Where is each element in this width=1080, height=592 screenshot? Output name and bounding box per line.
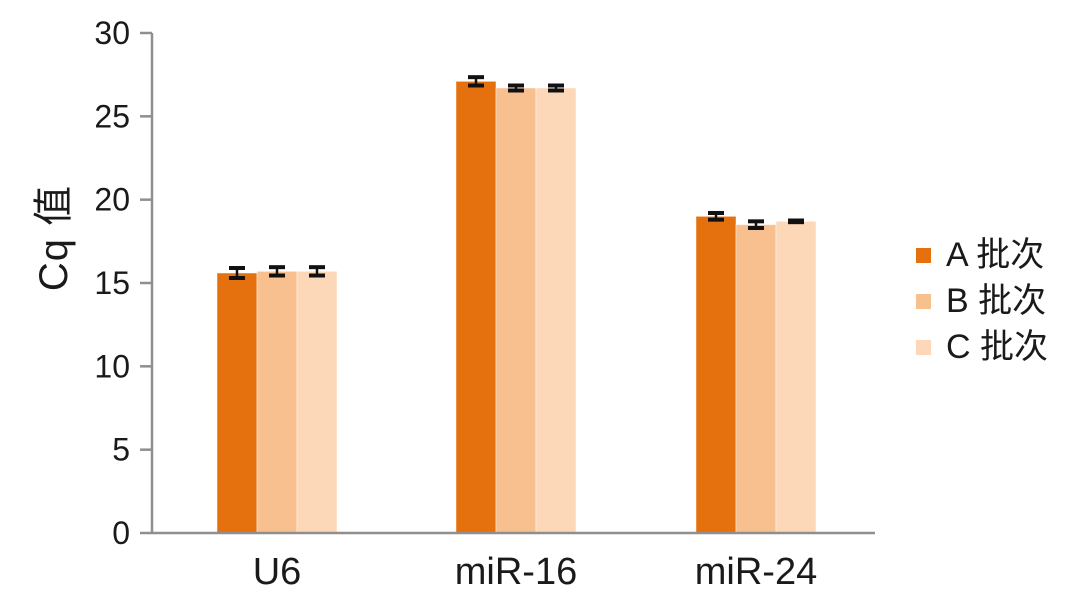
legend-swatch-b-icon [916, 293, 931, 309]
y-tick-label-5: 5 [112, 432, 130, 468]
bar-miR-24-C 批次 [775, 220, 817, 534]
bar-miR-24-B 批次 [735, 224, 777, 534]
legend-swatch-a-icon [916, 247, 931, 263]
bar-U6-A 批次 [216, 272, 258, 534]
legend-label-a: A 批次 [946, 236, 1045, 274]
legend-label-b: B 批次 [946, 282, 1047, 320]
legend-item-b: B 批次 [916, 284, 1048, 318]
bar-miR-16-A 批次 [455, 80, 497, 534]
bar-miR-16-C 批次 [535, 87, 577, 534]
bar-miR-24-A 批次 [695, 215, 737, 534]
legend-item-c: C 批次 [916, 330, 1048, 364]
y-axis-title: Cq 值 [32, 184, 76, 292]
y-tick-label-0: 0 [112, 515, 130, 551]
bar-miR-16-B 批次 [495, 87, 537, 534]
y-tick-label-10: 10 [94, 348, 130, 384]
bar-U6-B 批次 [256, 270, 298, 534]
legend-label-c: C 批次 [946, 328, 1048, 366]
y-tick-label-20: 20 [94, 182, 130, 218]
bar-U6-C 批次 [296, 270, 338, 534]
x-axis-label-U6: U6 [253, 551, 302, 592]
legend-item-a: A 批次 [916, 238, 1048, 272]
legend: A 批次 B 批次 C 批次 [916, 238, 1048, 376]
y-tick-label-15: 15 [94, 265, 130, 301]
y-tick-label-25: 25 [94, 98, 130, 134]
x-axis-label-miR-24: miR-24 [695, 551, 817, 592]
x-axis-label-miR-16: miR-16 [455, 551, 577, 592]
y-tick-label-30: 30 [94, 15, 130, 51]
legend-swatch-c-icon [916, 339, 931, 355]
